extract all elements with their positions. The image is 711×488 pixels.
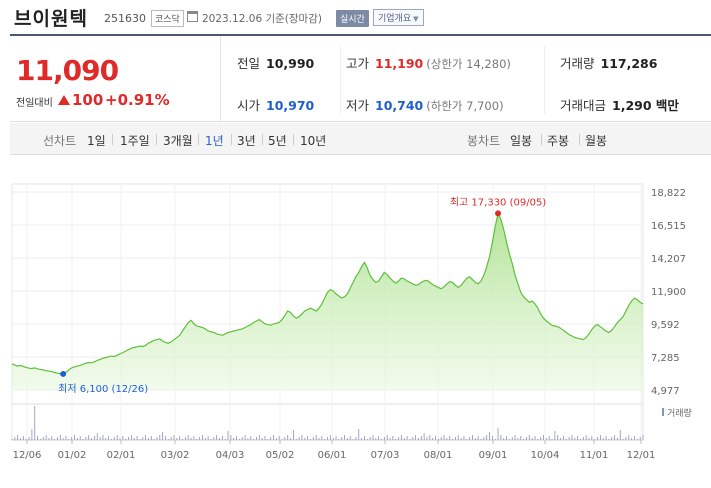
tab-1w[interactable]: 1주일	[120, 134, 150, 148]
y-tick-label: 7,285	[651, 353, 680, 364]
open-label: 시가	[237, 98, 261, 113]
stock-header: 브이원텍 251630 코스닥 2023.12.06 기준(장마감) 실시간 기…	[0, 0, 711, 34]
candle-chart-label: 봉차트	[467, 134, 501, 148]
low-value: 10,740	[375, 98, 424, 113]
volume-legend-label: 거래량	[667, 407, 692, 419]
tab-daily[interactable]: 일봉	[510, 134, 533, 148]
current-price: 11,090	[16, 54, 119, 87]
amount-value: 1,290 백만	[612, 98, 679, 113]
y-tick-label: 18,822	[651, 188, 686, 199]
stock-name: 브이원텍	[14, 8, 88, 30]
line-chart-label: 선차트	[43, 134, 77, 148]
price-diff: 100	[72, 91, 104, 109]
price-line	[11, 211, 644, 375]
max-marker	[495, 210, 502, 217]
x-tick-label: 04/03	[216, 450, 245, 461]
y-tick-label: 11,900	[651, 287, 686, 298]
tab-10y[interactable]: 10년	[300, 134, 327, 148]
y-tick-label: 9,592	[651, 320, 680, 331]
x-tick-label: 01/02	[58, 450, 87, 461]
high-value: 11,190	[375, 56, 424, 71]
current-price-box: 11,090 전일대비 100 +0.91%	[10, 36, 221, 122]
volume-value: 117,286	[600, 56, 658, 71]
open-value: 10,970	[266, 98, 315, 113]
x-tick-label: 10/04	[531, 450, 560, 461]
x-tick-label: 02/01	[107, 450, 136, 461]
price-rate: +0.91%	[105, 91, 170, 109]
company-overview-button[interactable]: 기업개요 ▼	[373, 9, 424, 26]
high-label: 고가	[346, 56, 370, 71]
min-label: 최저 6,100 (12/26)	[58, 383, 148, 395]
x-tick-label: 06/01	[318, 450, 347, 461]
price-chart: 18,822 16,515 14,207 11,900 9,592 7,285 4,977 1…	[0, 160, 711, 484]
x-tick-label: 07/03	[371, 450, 400, 461]
prev-close-value: 10,990	[266, 56, 315, 71]
low-price: 저가 10,740 (하한가 7,700)	[346, 95, 504, 114]
up-triangle-icon	[58, 95, 70, 105]
tab-5y[interactable]: 5년	[268, 134, 287, 148]
tab-1d[interactable]: 1일	[87, 134, 106, 148]
tab-separator	[112, 134, 113, 145]
period-tabs: 선차트 1일 1주일 3개월 1년 3년 5년 10년 봉차트 일봉 주봉 월봉	[10, 123, 711, 155]
tab-3y[interactable]: 3년	[237, 134, 256, 148]
y-tick-label: 16,515	[651, 221, 686, 232]
low-label: 저가	[346, 98, 370, 113]
x-tick-label: 08/01	[424, 450, 453, 461]
trade-amount: 거래대금 1,290 백만	[560, 95, 679, 114]
y-tick-label: 14,207	[651, 254, 686, 265]
amount-label: 거래대금	[560, 98, 607, 113]
x-tick-label: 12/01	[627, 450, 656, 461]
prev-close: 전일 10,990	[237, 53, 314, 72]
price-chart-svg: 18,822 16,515 14,207 11,900 9,592 7,285 4,977 1…	[11, 183, 692, 461]
tab-weekly[interactable]: 주봉	[547, 134, 570, 148]
divider	[340, 46, 341, 114]
base-date: 2023.12.06 기준(장마감)	[202, 13, 322, 25]
tab-separator	[262, 134, 263, 145]
price-area	[12, 213, 643, 390]
tab-separator	[231, 134, 232, 145]
x-tick-label: 03/02	[161, 450, 190, 461]
tab-monthly[interactable]: 월봉	[585, 134, 608, 148]
tab-1y[interactable]: 1년	[205, 134, 224, 148]
diff-label: 전일대비	[16, 98, 53, 109]
stock-code: 251630	[104, 12, 146, 25]
tab-separator	[293, 134, 294, 145]
tab-separator	[156, 134, 157, 145]
tab-separator	[198, 134, 199, 145]
tab-separator	[579, 134, 580, 145]
volume-legend-swatch	[662, 408, 664, 416]
open-price: 시가 10,970	[237, 95, 314, 114]
min-marker	[60, 370, 67, 377]
lower-limit: (하한가 7,700)	[426, 99, 504, 113]
high-price: 고가 11,190 (상한가 14,280)	[346, 53, 511, 72]
tab-3m[interactable]: 3개월	[163, 134, 193, 148]
calendar-icon	[187, 11, 198, 22]
x-tick-label: 09/01	[479, 450, 508, 461]
realtime-button[interactable]: 실시간	[336, 10, 369, 27]
price-summary: 11,090 전일대비 100 +0.91% 전일 10,990 고가 11,190…	[10, 34, 711, 122]
max-label: 최고 17,330 (09/05)	[450, 196, 546, 208]
market-badge: 코스닥	[151, 10, 184, 27]
chevron-down-icon: ▼	[413, 15, 419, 23]
upper-limit: (상한가 14,280)	[426, 57, 511, 71]
prev-close-label: 전일	[237, 56, 261, 71]
tab-separator	[541, 134, 542, 145]
x-tick-label: 11/01	[580, 450, 609, 461]
x-tick-label: 05/02	[266, 450, 295, 461]
x-tick-label: 12/06	[13, 450, 42, 461]
volume-label: 거래량	[560, 56, 595, 71]
divider	[544, 46, 545, 114]
volume: 거래량 117,286	[560, 53, 657, 72]
company-overview-label: 기업개요	[378, 14, 412, 24]
y-tick-label: 4,977	[651, 386, 680, 397]
